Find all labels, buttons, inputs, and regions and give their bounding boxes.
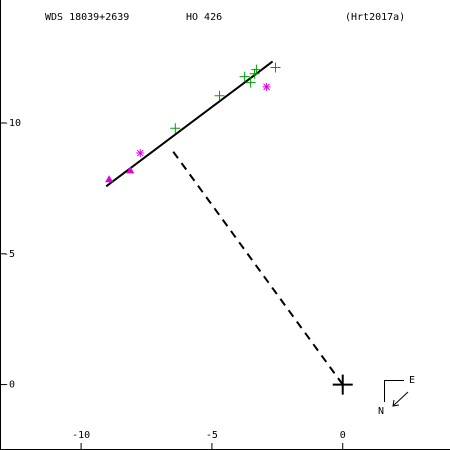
compass-east: E	[409, 375, 415, 386]
compass-arrow	[392, 391, 409, 407]
y-tick-label: -5	[3, 249, 15, 260]
point	[251, 64, 262, 75]
point	[136, 149, 145, 158]
compass	[384, 380, 409, 407]
point	[262, 82, 271, 91]
x-tick-label: 0	[340, 430, 346, 441]
point	[239, 71, 250, 82]
point	[214, 90, 225, 101]
x-tick-label: -10	[72, 430, 90, 441]
compass-arrowhead	[392, 399, 400, 407]
point	[249, 68, 260, 79]
compass-north: N	[378, 406, 384, 417]
header-reference: (Hrt2017a)	[345, 12, 405, 23]
point	[245, 77, 256, 88]
y-tick-label: -0	[3, 380, 15, 391]
y-tick-label: -10	[3, 118, 21, 129]
header-discoverer: HO 426	[186, 12, 222, 23]
header-designation: WDS 18039+2639	[45, 12, 129, 23]
point	[270, 62, 281, 73]
point	[126, 166, 135, 174]
primary-star	[332, 374, 353, 395]
orbit-line	[170, 148, 344, 386]
point	[105, 175, 114, 183]
orbit-line	[105, 60, 274, 188]
point	[170, 123, 181, 134]
x-tick-label: -5	[206, 430, 218, 441]
